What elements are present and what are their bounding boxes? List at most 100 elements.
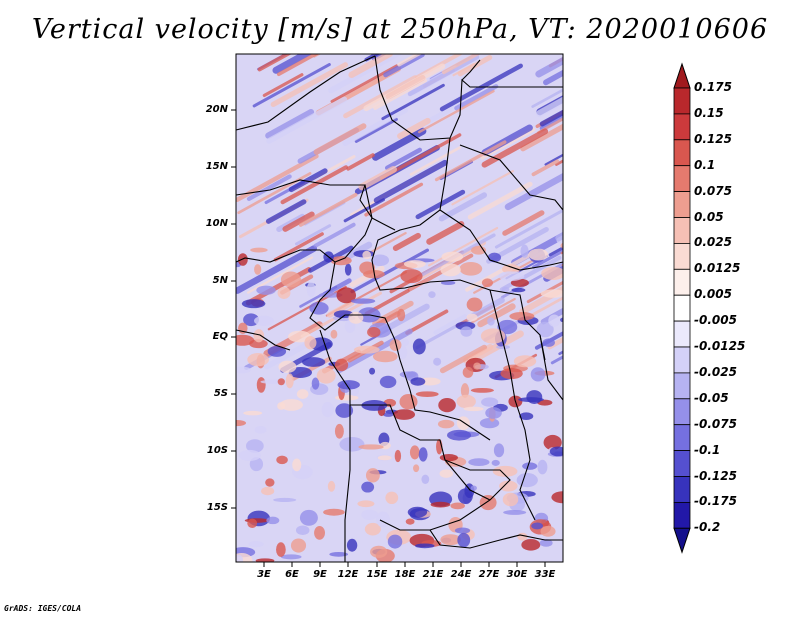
velocity-cell: [273, 497, 297, 502]
velocity-cell: [311, 377, 320, 390]
lon-label: 24E: [450, 569, 472, 580]
velocity-cell: [350, 298, 376, 304]
velocity-cell: [314, 525, 325, 540]
velocity-streak: [350, 248, 429, 294]
velocity-streak: [288, 168, 328, 193]
map-ticks: [231, 109, 546, 567]
velocity-streak: [555, 159, 563, 166]
velocity-cell: [394, 449, 402, 463]
velocity-streak: [572, 311, 621, 338]
velocity-streak: [298, 192, 358, 227]
velocity-cell: [541, 266, 563, 280]
velocity-streak: [439, 344, 488, 374]
colorbar-level-label: -0.1: [694, 442, 721, 457]
velocity-streak: [427, 226, 499, 267]
velocity-cell: [296, 389, 309, 399]
velocity-cell: [531, 522, 544, 530]
colorbar-segment: [673, 294, 691, 322]
velocity-streak: [415, 189, 466, 220]
velocity-cell: [459, 262, 483, 276]
velocity-streak: [342, 107, 409, 146]
velocity-cell: [479, 418, 500, 429]
velocity-streak: [536, 96, 563, 117]
lat-label: 10N: [205, 218, 228, 229]
velocity-cell: [401, 338, 409, 347]
velocity-streak: [405, 309, 449, 335]
velocity-streak: [363, 63, 446, 112]
velocity-streak: [467, 181, 533, 220]
velocity-cell: [261, 486, 275, 496]
lon-label: 33E: [534, 569, 556, 580]
vertical-velocity-field: [236, 54, 621, 562]
colorbar-level-label: 0.125: [694, 131, 732, 146]
velocity-cell: [551, 491, 563, 504]
velocity-cell: [412, 338, 426, 355]
velocity-cell: [266, 516, 280, 525]
velocity-cell: [254, 425, 267, 434]
velocity-cell: [468, 458, 490, 467]
velocity-streak: [257, 54, 292, 72]
map-title: Vertical velocity [m/s] at 250hPa, VT: 2…: [31, 14, 769, 45]
velocity-streak: [236, 245, 318, 294]
velocity-streak: [262, 73, 304, 98]
velocity-cell: [306, 281, 316, 297]
velocity-streak: [550, 355, 563, 365]
velocity-cell: [466, 297, 483, 312]
velocity-streak: [547, 336, 563, 350]
colorbar-segment: [673, 165, 691, 192]
colorbar-level-label: 0.175: [694, 80, 732, 94]
velocity-cell: [276, 455, 288, 465]
lon-label: 27E: [478, 569, 500, 580]
lon-label: 21E: [422, 569, 444, 580]
velocity-streak: [313, 222, 356, 248]
velocity-cell: [542, 338, 555, 347]
velocity-cell: [277, 378, 285, 386]
lat-label: EQ: [212, 331, 228, 342]
velocity-cell: [357, 500, 375, 508]
velocity-cell: [480, 328, 506, 344]
velocity-cell: [385, 491, 399, 505]
velocity-cell: [440, 263, 461, 277]
velocity-cell: [377, 455, 392, 461]
velocity-streak: [372, 300, 414, 327]
velocity-streak: [560, 317, 563, 322]
velocity-cell: [292, 458, 302, 472]
velocity-streak: [270, 62, 349, 108]
velocity-streak: [560, 242, 563, 249]
velocity-cell: [439, 453, 458, 462]
velocity-cell: [256, 285, 276, 295]
lon-label: 30E: [506, 569, 528, 580]
velocity-cell: [460, 326, 473, 337]
velocity-cell: [379, 375, 397, 389]
lon-label: 6E: [285, 569, 299, 580]
velocity-streak: [407, 54, 480, 97]
colorbar-level-label: 0.005: [694, 287, 732, 302]
colorbar-segment: [673, 242, 691, 270]
velocity-streak: [470, 297, 516, 324]
velocity-cell: [353, 345, 380, 354]
colorbar: [673, 62, 691, 554]
colorbar-level-label: 0.15: [694, 105, 724, 120]
velocity-streak: [543, 69, 563, 86]
velocity-cell: [361, 509, 378, 520]
colorbar-segment: [673, 476, 691, 503]
velocity-cell: [437, 419, 455, 429]
velocity-cell: [387, 534, 403, 549]
velocity-cell: [447, 429, 472, 441]
velocity-cell: [481, 397, 499, 407]
velocity-cell: [358, 444, 384, 450]
velocity-streak: [373, 159, 448, 204]
velocity-streak: [346, 153, 375, 171]
colorbar-segment: [673, 217, 691, 244]
velocity-cell: [236, 334, 255, 346]
velocity-cell: [254, 264, 262, 275]
colorbar-top-arrow: [673, 62, 691, 89]
velocity-cell: [369, 367, 376, 375]
velocity-streak: [467, 330, 524, 365]
velocity-cell: [510, 278, 529, 287]
velocity-cell: [279, 399, 303, 411]
velocity-streak: [502, 210, 545, 236]
colorbar-level-label: -0.175: [694, 494, 737, 509]
velocity-cell: [473, 362, 481, 370]
velocity-cell: [241, 299, 266, 309]
